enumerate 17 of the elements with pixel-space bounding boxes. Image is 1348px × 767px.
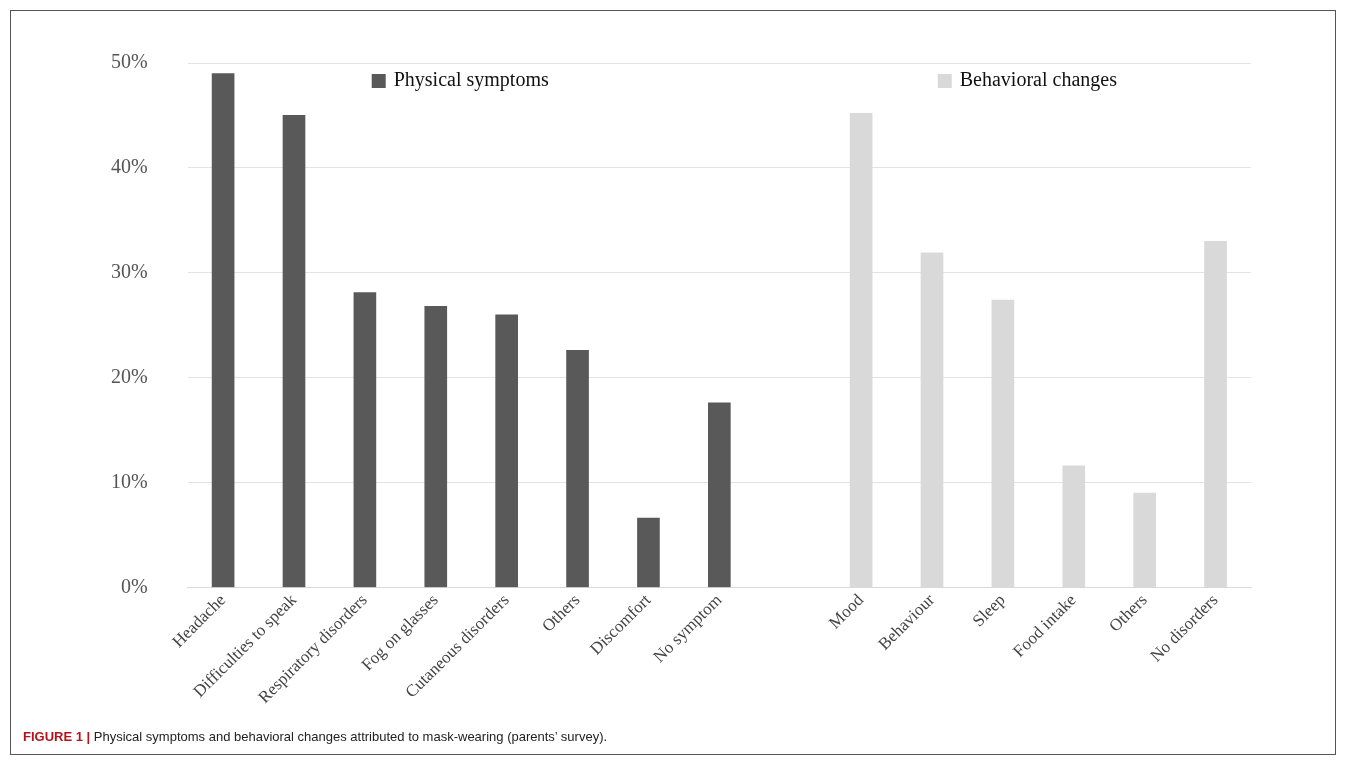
y-tick-label: 50% — [110, 50, 148, 73]
bar — [282, 115, 306, 588]
bar — [353, 292, 377, 588]
bar — [566, 350, 589, 588]
caption: FIGURE 1 | Physical symptoms and behavioral changes attributed to mask-wearing (parents’ survey). — [23, 729, 608, 744]
y-tick-label: 40% — [110, 155, 148, 178]
bar — [211, 73, 235, 588]
y-tick-label: 20% — [110, 364, 148, 387]
y-tick-label: 10% — [110, 469, 148, 492]
legend-label: Physical symptoms — [393, 68, 549, 92]
legend-label: Behavioral changes — [959, 68, 1118, 92]
y-tick-label: 0% — [120, 574, 148, 597]
bar — [708, 402, 731, 588]
bar — [424, 306, 448, 588]
bar — [495, 314, 518, 588]
y-tick-label: 30% — [110, 260, 148, 283]
bar — [637, 517, 660, 588]
